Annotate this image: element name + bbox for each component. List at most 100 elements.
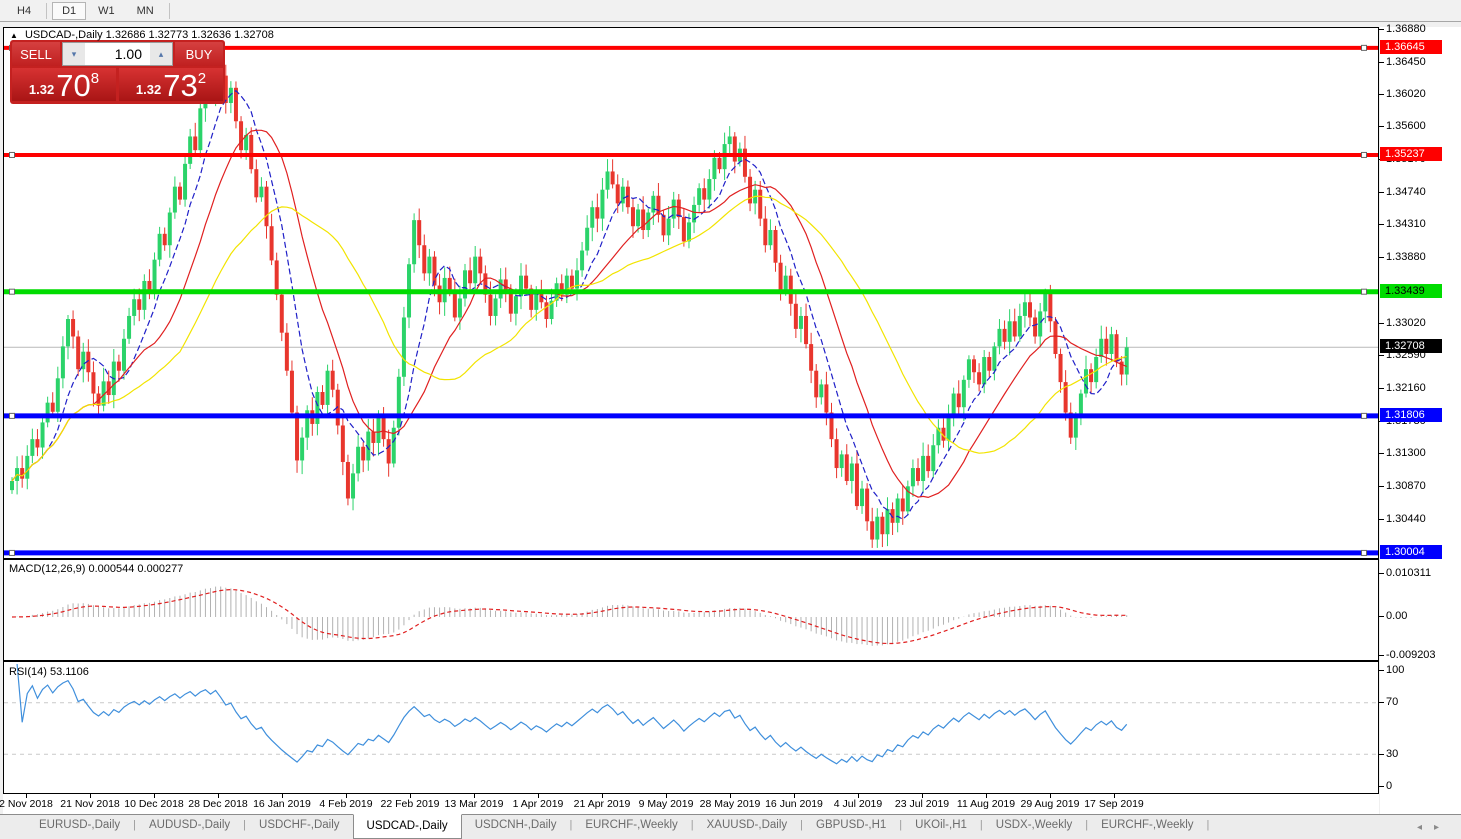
date-label: 16 Jun 2019 (765, 798, 823, 810)
price-tick (1379, 29, 1384, 30)
date-tick (346, 794, 347, 798)
macd-tick (1379, 655, 1384, 656)
date-label: 9 May 2019 (638, 798, 694, 810)
rsi-canvas (4, 663, 1378, 765)
tab-eurchf-weekly[interactable]: EURCHF-,Weekly (585, 819, 678, 831)
ask-price-display[interactable]: 1.32 73 2 (119, 68, 223, 101)
date-label: 23 Jul 2019 (894, 798, 950, 810)
date-tick (218, 794, 219, 798)
timeframe-button-mn[interactable]: MN (127, 2, 164, 20)
tab-ukoil-h1[interactable]: UKOil-,H1 (915, 819, 967, 831)
macd-tick-label: -0.009203 (1386, 649, 1436, 661)
time-axis: 2 Nov 2018 21 Nov 2018 10 Dec 2018 28 Dec 2… (0, 794, 1379, 814)
timeframe-button-d1[interactable]: D1 (52, 1, 87, 20)
tab-separator: | (1206, 819, 1210, 831)
tab-eurchf-weekly[interactable]: EURCHF-,Weekly (1101, 819, 1194, 831)
rsi-tick-label: 30 (1386, 748, 1399, 760)
tab-eurusd-daily[interactable]: EURUSD-,Daily (39, 819, 121, 831)
macd-pane (3, 559, 1379, 661)
ma-34-line (11, 195, 1127, 482)
tab-audusd-daily[interactable]: AUDUSD-,Daily (149, 819, 231, 831)
ask-price-int: 1.32 (135, 82, 162, 97)
volume-increase-icon[interactable]: ▴ (150, 43, 172, 65)
macd-label: MACD(12,26,9) 0.000544 0.000277 (9, 563, 184, 575)
timeframe-button-h4[interactable]: H4 (7, 2, 41, 20)
date-label: 1 Apr 2019 (512, 798, 564, 810)
price-tick-label: 1.30870 (1386, 480, 1426, 493)
bid-price-int: 1.32 (28, 82, 55, 97)
tab-usdcad-daily[interactable]: USDCAD-,Daily (352, 814, 462, 839)
date-tick (922, 794, 923, 798)
date-tick (154, 794, 155, 798)
price-badge-1.36645: 1.36645 (1380, 39, 1442, 54)
price-tick (1379, 257, 1384, 259)
buy-button[interactable]: BUY (175, 42, 223, 66)
date-label: 4 Feb 2019 (319, 798, 373, 810)
tab-gbpusd-h1[interactable]: GBPUSD-,H1 (816, 819, 887, 831)
price-tick (1379, 224, 1384, 226)
tab-usdchf-daily[interactable]: USDCHF-,Daily (259, 819, 340, 831)
date-label: 10 Dec 2018 (124, 798, 184, 810)
date-tick (1050, 794, 1051, 798)
price-tick (1379, 191, 1384, 193)
price-tick (1379, 94, 1384, 96)
current-price-badge: 1.32708 (1380, 339, 1442, 354)
date-tick (602, 794, 603, 798)
volume-stepper: ▾ 1.00 ▴ (62, 42, 173, 66)
rsi-pane (3, 661, 1379, 794)
tab-usdx-weekly[interactable]: USDX-,Weekly (995, 819, 1073, 831)
bid-price-display[interactable]: 1.32 70 8 (12, 68, 116, 101)
date-tick (986, 794, 987, 798)
price-badge-1.30004: 1.30004 (1380, 544, 1442, 559)
rsi-tick (1379, 786, 1384, 787)
rsi-tick-label: 0 (1386, 780, 1393, 792)
date-label: 13 Mar 2019 (444, 798, 504, 810)
collapse-triangle-icon[interactable]: ▲ (10, 31, 18, 40)
tab-separator: | (133, 819, 137, 831)
price-tick-label: 1.33020 (1386, 316, 1426, 329)
price-tick-label: 1.32160 (1386, 381, 1426, 394)
price-tick-label: 1.30440 (1386, 512, 1426, 525)
volume-value[interactable]: 1.00 (114, 46, 142, 62)
price-badge-1.33439: 1.33439 (1380, 283, 1442, 298)
tab-usdcnh-daily[interactable]: USDCNH-,Daily (474, 819, 557, 831)
date-label: 28 May 2019 (699, 798, 761, 810)
price-tick (1379, 387, 1384, 389)
date-label: 4 Jul 2019 (833, 798, 883, 810)
rsi-tick (1379, 754, 1384, 755)
sell-button[interactable]: SELL (12, 42, 60, 66)
tab-separator: | (1085, 819, 1089, 831)
price-tick-label: 1.36020 (1386, 88, 1426, 101)
tab-scroll-left-icon[interactable]: ◂ (1416, 822, 1434, 833)
price-tick (1379, 486, 1384, 488)
price-badge-1.35237: 1.35237 (1380, 146, 1442, 161)
macd-canvas (11, 586, 1128, 646)
trade-panel: SELL ▾ 1.00 ▴ BUY 1.32 70 8 1.32 73 2 (10, 40, 225, 104)
ask-price-pips: 73 (163, 68, 198, 103)
price-badge-1.31806: 1.31806 (1380, 407, 1442, 422)
price-chart-pane (3, 27, 1379, 559)
tab-xauusd-daily[interactable]: XAUUSD-,Daily (706, 819, 788, 831)
rsi-tick-label: 70 (1386, 696, 1399, 708)
tab-separator: | (979, 819, 983, 831)
date-tick (26, 794, 27, 798)
price-tick-label: 1.33880 (1386, 251, 1426, 264)
date-label: 28 Dec 2018 (188, 798, 248, 810)
timeframe-button-w1[interactable]: W1 (88, 2, 125, 20)
price-tick (1379, 453, 1384, 455)
price-tick-label: 1.36450 (1386, 55, 1426, 68)
volume-decrease-icon[interactable]: ▾ (63, 43, 85, 65)
date-label: 17 Sep 2019 (1084, 798, 1144, 810)
date-label: 29 Aug 2019 (1020, 798, 1080, 810)
price-tick (1379, 322, 1384, 324)
price-tick-label: 1.31300 (1386, 447, 1426, 460)
toolbar-separator (46, 2, 48, 19)
ma-17-line (11, 129, 1127, 499)
price-tick (1379, 61, 1384, 63)
tab-separator: | (899, 819, 903, 831)
date-tick (1114, 794, 1115, 798)
date-tick (858, 794, 859, 798)
tab-scroll-right-icon[interactable]: ▸ (1433, 822, 1451, 833)
rsi-tick (1379, 702, 1384, 703)
